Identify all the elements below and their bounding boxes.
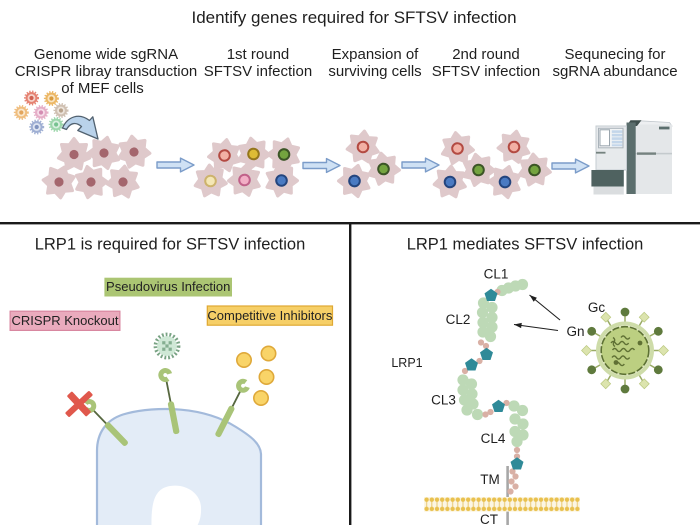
svg-text:1st round: 1st round <box>227 46 290 63</box>
svg-text:LRP1 is required for SFTSV inf: LRP1 is required for SFTSV infection <box>35 236 306 254</box>
svg-text:2nd round: 2nd round <box>452 46 520 63</box>
svg-text:Genome wide sgRNA: Genome wide sgRNA <box>34 46 178 63</box>
svg-text:Expansion of: Expansion of <box>332 46 420 63</box>
svg-text:of MEF cells: of MEF cells <box>61 80 144 97</box>
svg-text:CL2: CL2 <box>446 312 471 327</box>
svg-text:CL4: CL4 <box>481 431 506 446</box>
svg-text:CRISPR libray transduction: CRISPR libray transduction <box>15 63 198 80</box>
svg-text:TM: TM <box>480 472 500 487</box>
svg-text:Competitive Inhibitors: Competitive Inhibitors <box>207 308 332 323</box>
svg-text:CT: CT <box>480 512 498 525</box>
svg-text:LRP1 mediates SFTSV infection: LRP1 mediates SFTSV infection <box>407 236 644 254</box>
svg-text:Sequnecing for: Sequnecing for <box>565 46 666 63</box>
svg-text:CL1: CL1 <box>484 267 509 282</box>
svg-text:Gn: Gn <box>566 324 584 339</box>
svg-text:Pseudovirus Infection: Pseudovirus Infection <box>106 279 230 294</box>
svg-text:CL3: CL3 <box>431 393 456 408</box>
svg-text:SFTSV infection: SFTSV infection <box>204 63 312 80</box>
svg-text:LRP1: LRP1 <box>391 356 422 370</box>
svg-text:sgRNA abundance: sgRNA abundance <box>552 63 677 80</box>
svg-text:Gc: Gc <box>588 300 606 315</box>
svg-text:Identify genes required for SF: Identify genes required for SFTSV infect… <box>191 8 516 27</box>
svg-text:SFTSV infection: SFTSV infection <box>432 63 540 80</box>
svg-text:CRISPR Knockout: CRISPR Knockout <box>12 313 119 328</box>
svg-text:surviving cells: surviving cells <box>328 63 421 80</box>
